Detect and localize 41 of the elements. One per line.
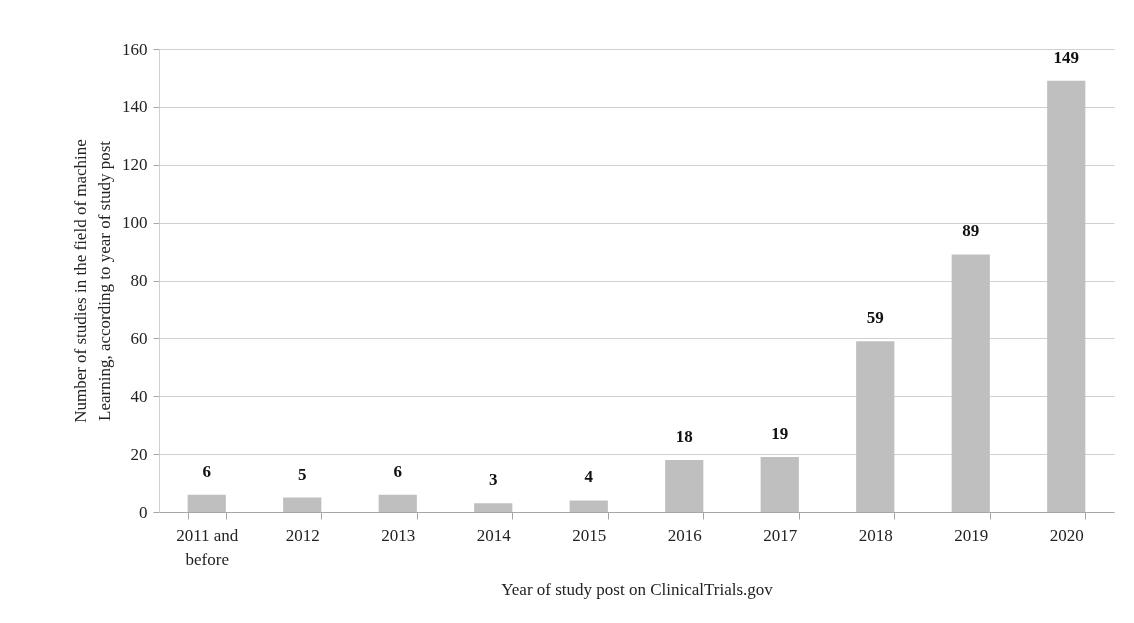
y-tick-label: 40 — [130, 386, 148, 406]
x-axis-title: Year of study post on ClinicalTrials.gov — [501, 579, 774, 599]
x-tick-label: 2011 and before — [176, 525, 239, 569]
data-label: 5 — [298, 464, 307, 484]
bar — [378, 494, 417, 512]
y-tick-label: 120 — [122, 155, 148, 175]
x-tick-label: 2018 — [858, 525, 893, 545]
bar — [187, 494, 226, 512]
data-label: 4 — [584, 467, 594, 487]
y-tick-label: 160 — [122, 39, 148, 59]
y-tick-label: 100 — [122, 213, 148, 233]
bar — [283, 497, 322, 512]
x-tick-label: 2014 — [476, 525, 512, 545]
y-tick-label: 0 — [139, 502, 148, 522]
bar — [1047, 80, 1086, 512]
data-label: 6 — [202, 461, 211, 481]
y-tick-label: 60 — [130, 328, 148, 348]
data-label: 59 — [866, 308, 884, 328]
data-label: 149 — [1053, 47, 1079, 67]
bar — [569, 500, 608, 512]
bar — [665, 459, 704, 512]
bar — [856, 341, 895, 512]
x-tick-label: 2012 — [285, 525, 320, 545]
data-label: 3 — [489, 470, 498, 490]
data-label: 89 — [962, 221, 980, 241]
y-tick-label: 20 — [130, 444, 148, 464]
data-label: 19 — [771, 424, 789, 444]
x-tick-label: 2013 — [381, 525, 416, 545]
y-tick-label: 140 — [122, 97, 148, 117]
bar — [474, 503, 513, 512]
x-tick-label: 2019 — [954, 525, 989, 545]
x-tick-label: 2015 — [572, 525, 607, 545]
x-tick-label: 2020 — [1049, 525, 1084, 545]
y-tick-label: 80 — [130, 271, 148, 290]
data-label: 18 — [675, 426, 693, 446]
data-label: 6 — [393, 461, 402, 481]
x-tick-label: 2017 — [763, 525, 798, 545]
x-tick-label: 2016 — [667, 525, 702, 545]
y-axis-title: Number of studies in the field of machine Learning, according to year of study post — [71, 139, 114, 423]
bar — [760, 457, 799, 512]
bar — [951, 254, 990, 512]
